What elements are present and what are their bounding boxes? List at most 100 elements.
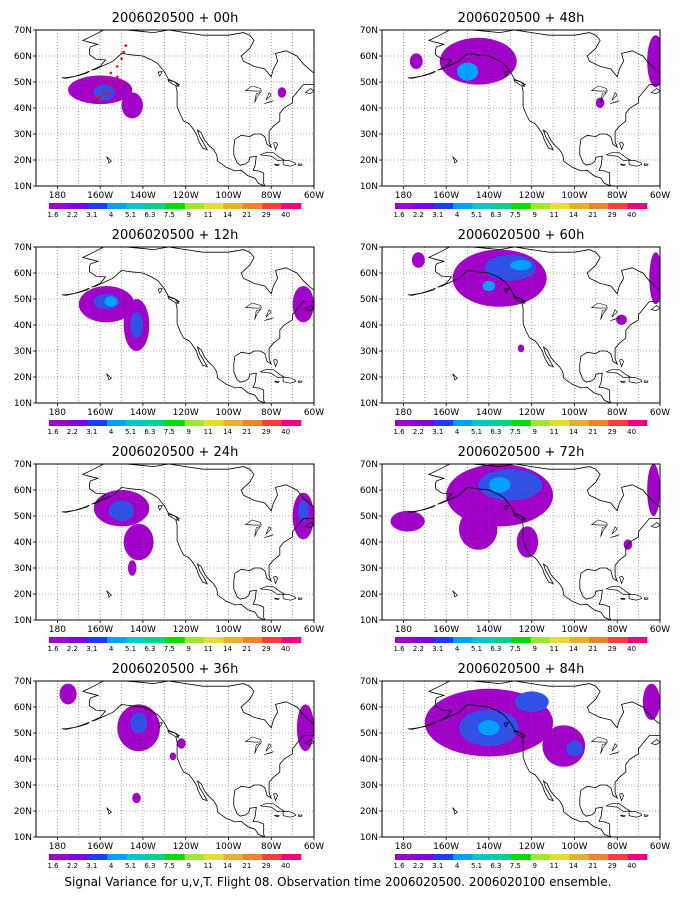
- colorbar-swatch: [550, 637, 570, 643]
- lake-outline: [600, 742, 608, 754]
- observation-point: [103, 91, 106, 94]
- colorbar-label: 29: [608, 645, 617, 653]
- map-area: 10N 20N 30N 40N 50N 60N 70N 180 160W 140W 120W 100W…: [360, 243, 670, 418]
- lon-tick-label: 60W: [650, 191, 670, 201]
- lon-tick-label: 160W: [87, 191, 113, 201]
- lake-outline: [244, 519, 262, 526]
- colorbar-label: 29: [262, 211, 271, 219]
- colorbar-label: 3.1: [86, 645, 97, 653]
- colorbar-label: 3.1: [432, 211, 443, 219]
- lon-tick-label: 180: [49, 842, 66, 852]
- colorbar-label: 5.1: [125, 645, 136, 653]
- lat-tick-label: 40N: [360, 104, 378, 114]
- colorbar-swatch: [550, 203, 570, 209]
- lake-outline: [590, 519, 608, 526]
- colorbar-swatch: [608, 203, 628, 209]
- colorbar-swatch: [223, 637, 244, 643]
- lon-tick-label: 100W: [215, 191, 241, 201]
- colorbar-label: 40: [627, 862, 636, 870]
- colorbar-swatch: [126, 637, 147, 643]
- observation-point: [120, 57, 123, 60]
- island-outline: [304, 88, 314, 95]
- map-area: 10N 20N 30N 40N 50N 60N 70N 180 160W 140W 120W 100W…: [14, 243, 324, 418]
- colorbar-label: 21: [242, 862, 251, 870]
- island-outline: [628, 376, 643, 384]
- colorbar-swatch: [223, 420, 244, 426]
- lat-tick-label: 50N: [360, 78, 378, 88]
- lake-outline: [611, 309, 618, 318]
- island-outline: [274, 814, 280, 818]
- lon-tick-label: 120W: [519, 191, 545, 201]
- lat-tick-label: 30N: [14, 564, 32, 574]
- colorbar-swatch: [472, 420, 493, 426]
- colorbar-label: 9: [186, 645, 190, 653]
- colorbar: 1.6 2.2 3.1 4 5.1 6.3 7.5 9 11 14 21 29 40: [47, 420, 302, 436]
- colorbar-swatch: [550, 420, 570, 426]
- lon-tick-label: 100W: [561, 842, 587, 852]
- lat-tick-label: 40N: [360, 755, 378, 765]
- lake-outline: [610, 751, 620, 755]
- colorbar-swatch: [530, 854, 551, 860]
- island-outline: [452, 807, 458, 815]
- lon-tick-label: 180: [395, 408, 412, 418]
- island-outline: [61, 721, 90, 730]
- colorbar-label: 5.1: [471, 428, 482, 436]
- lat-tick-label: 30N: [360, 564, 378, 574]
- lon-tick-label: 100W: [215, 625, 241, 635]
- island-outline: [167, 513, 180, 522]
- island-outline: [274, 163, 280, 167]
- colorbar-label: 6.3: [490, 428, 501, 436]
- lat-tick-label: 40N: [14, 321, 32, 331]
- lon-tick-label: 140W: [476, 191, 502, 201]
- island-outline: [282, 593, 297, 601]
- colorbar-swatch: [49, 420, 69, 426]
- observation-point: [96, 96, 100, 99]
- island-outline: [513, 79, 526, 88]
- colorbar-swatch: [414, 854, 435, 860]
- island-outline: [157, 505, 163, 511]
- lake-outline: [600, 91, 608, 103]
- colorbar-label: 29: [262, 862, 271, 870]
- lake-outline: [610, 534, 620, 538]
- colorbar-label: 11: [550, 211, 559, 219]
- island-outline: [513, 730, 526, 739]
- lake-outline: [590, 85, 608, 92]
- variance-contour: [108, 500, 135, 522]
- lat-tick-label: 30N: [14, 781, 32, 791]
- lat-tick-label: 10N: [14, 833, 32, 843]
- variance-contour: [296, 704, 314, 752]
- coastline: [427, 247, 660, 403]
- island-outline: [316, 512, 330, 525]
- lon-tick-label: 140W: [476, 408, 502, 418]
- colorbar-swatch: [588, 854, 609, 860]
- island-outline: [650, 88, 660, 95]
- island-outline: [297, 814, 303, 817]
- island-outline: [650, 305, 660, 312]
- lake-outline: [264, 534, 274, 538]
- colorbar-swatch: [87, 854, 108, 860]
- colorbar-label: 2.2: [67, 645, 78, 653]
- colorbar-label: 3.1: [432, 645, 443, 653]
- lat-tick-label: 60N: [14, 269, 32, 279]
- variance-contour: [647, 464, 660, 516]
- colorbar-label: 1.6: [393, 428, 405, 436]
- colorbar-label: 40: [281, 862, 290, 870]
- colorbar-label: 1.6: [47, 211, 59, 219]
- colorbar-label: 2.2: [413, 862, 424, 870]
- observation-point: [120, 80, 123, 84]
- variance-contour: [121, 92, 143, 119]
- colorbar-label: 14: [569, 428, 578, 436]
- island-outline: [407, 70, 436, 79]
- colorbar-label: 9: [532, 645, 536, 653]
- colorbar-swatch: [145, 420, 166, 426]
- lat-tick-label: 50N: [360, 295, 378, 305]
- colorbar-swatch: [433, 637, 454, 643]
- lon-tick-label: 60W: [304, 408, 324, 418]
- lon-tick-label: 140W: [130, 842, 156, 852]
- colorbar-swatch: [184, 637, 205, 643]
- colorbar-swatch: [414, 637, 435, 643]
- colorbar-swatch: [569, 420, 590, 426]
- lat-tick-label: 10N: [360, 616, 378, 626]
- lat-tick-label: 40N: [14, 755, 32, 765]
- island-outline: [259, 368, 286, 378]
